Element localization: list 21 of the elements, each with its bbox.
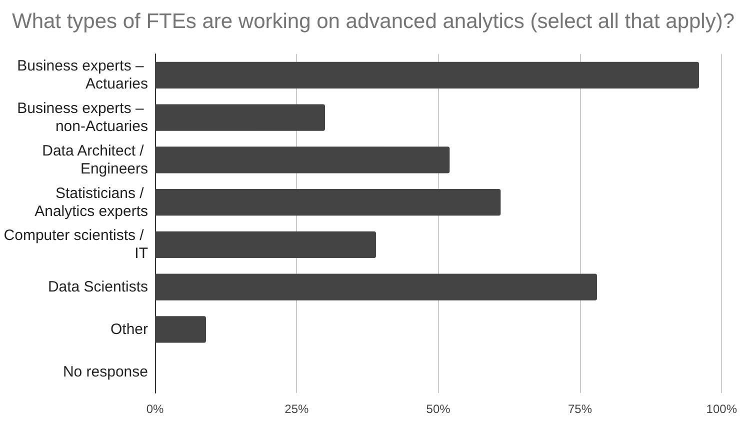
x-tick-label: 50% <box>426 402 451 416</box>
x-tick-label: 25% <box>284 402 309 416</box>
x-tick-label: 75% <box>568 402 592 416</box>
bar <box>155 188 501 216</box>
chart-title: What types of FTEs are working on advanced analytics (select all that apply)? <box>12 10 735 33</box>
x-tick-label: 100% <box>706 402 738 416</box>
bar <box>155 316 206 343</box>
bar <box>155 146 450 174</box>
y-tick-label: No response <box>62 363 148 380</box>
bar <box>155 274 597 300</box>
y-tick-label: Computer scientists / IT <box>4 227 148 262</box>
y-tick-label: Business experts – non-Actuaries <box>17 100 148 136</box>
y-tick-label: Statisticians / Analytics experts <box>34 184 148 220</box>
x-tick-label: 0% <box>146 402 164 416</box>
y-tick-label: Business experts – Actuaries <box>17 58 148 93</box>
bar <box>155 62 699 89</box>
y-tick-label: Data Scientists <box>48 278 148 296</box>
bar <box>155 104 325 131</box>
bar <box>155 231 376 258</box>
y-tick-label: Other <box>110 320 148 338</box>
y-tick-label: Data Architect / Engineers <box>42 142 148 178</box>
